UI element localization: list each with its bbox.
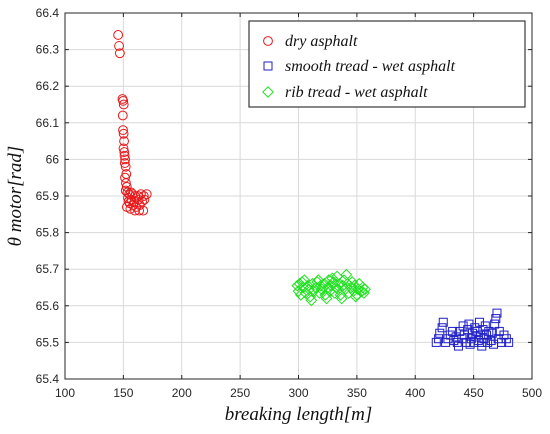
x-tick-label: 250 <box>230 386 250 400</box>
data-point <box>301 279 314 292</box>
data-point <box>504 337 514 347</box>
data-point <box>297 281 310 294</box>
data-points <box>113 30 514 351</box>
series-dry-asphalt <box>113 30 152 216</box>
x-tick-label: 150 <box>113 386 133 400</box>
data-point <box>321 281 334 294</box>
data-point <box>294 288 307 301</box>
y-tick-label: 65.4 <box>36 372 60 386</box>
data-point <box>488 339 498 349</box>
tick-labels: 100 150 200 250 300 350 400 450 500 65.4 65.5 65.6 6… <box>36 6 543 400</box>
y-tick-label: 65.7 <box>36 262 60 276</box>
legend-marker-circle <box>263 36 273 46</box>
legend-box <box>248 20 526 108</box>
data-point <box>120 154 131 165</box>
data-point <box>119 147 130 157</box>
data-point <box>320 292 333 305</box>
data-point <box>114 48 125 59</box>
y-axis-title: θ motor[rad] <box>5 146 26 247</box>
data-point <box>465 339 475 349</box>
data-point <box>120 172 130 183</box>
data-point <box>119 158 130 168</box>
x-tick-label: 300 <box>288 386 308 400</box>
y-tick-label: 65.6 <box>36 299 60 313</box>
x-tick-label: 500 <box>522 386 542 400</box>
legend-marker-square <box>263 61 273 71</box>
series-smooth-tread-wet-asphalt <box>431 308 514 351</box>
data-point <box>119 136 129 147</box>
data-point <box>335 292 348 305</box>
data-point <box>138 205 149 216</box>
y-tick-label: 66.3 <box>36 43 60 57</box>
data-point <box>310 281 322 294</box>
data-point <box>435 328 445 338</box>
legend-entry-rib-tread-wet-asphalt: rib tread - wet asphalt <box>285 84 428 101</box>
y-tick-label: 66.1 <box>36 116 60 130</box>
y-tick-label: 66 <box>46 152 60 166</box>
legend-entry-smooth-tread-wet-asphalt: smooth tread - wet asphalt <box>285 58 456 75</box>
data-point <box>134 205 145 216</box>
x-tick-label: 200 <box>172 386 192 400</box>
data-point <box>349 290 362 303</box>
data-point <box>313 287 326 299</box>
data-point <box>141 189 152 200</box>
data-point <box>113 30 124 40</box>
data-point <box>333 277 346 290</box>
legend-marker-diamond <box>262 86 274 98</box>
data-point <box>327 276 340 288</box>
data-point <box>123 196 134 207</box>
y-tick-label: 65.8 <box>36 226 60 240</box>
data-point <box>121 178 131 189</box>
x-tick-label: 350 <box>347 386 367 400</box>
data-point <box>438 317 448 327</box>
y-tick-label: 65.9 <box>36 189 60 203</box>
legend: dry asphalt smooth tread - wet asphalt r… <box>248 20 526 108</box>
data-point <box>130 205 140 216</box>
data-point <box>491 314 501 324</box>
data-point <box>319 288 332 301</box>
data-point <box>326 272 339 285</box>
data-point <box>453 341 463 351</box>
legend-entry-dry-asphalt: dry asphalt <box>285 33 358 50</box>
data-point <box>487 328 497 338</box>
data-point <box>437 323 447 333</box>
data-point <box>118 143 129 154</box>
data-point <box>114 41 124 51</box>
data-point <box>336 279 349 292</box>
data-point <box>118 95 129 106</box>
data-point <box>118 128 129 139</box>
data-point <box>296 276 308 288</box>
data-point <box>357 287 370 299</box>
data-point <box>120 161 131 172</box>
data-point <box>490 319 500 329</box>
data-point <box>477 341 487 351</box>
x-tick-label: 400 <box>405 386 425 400</box>
data-point <box>305 294 318 307</box>
axes <box>64 12 533 380</box>
data-point <box>119 150 130 161</box>
data-point <box>328 287 341 299</box>
data-point <box>492 308 502 318</box>
data-point <box>359 283 371 296</box>
data-point <box>135 189 146 200</box>
y-tick-label: 65.5 <box>36 335 60 349</box>
y-tick-label: 66.2 <box>36 79 60 93</box>
data-point <box>117 110 128 121</box>
data-point <box>118 125 128 136</box>
data-point <box>118 99 129 110</box>
x-tick-label: 100 <box>55 386 75 400</box>
data-point <box>138 191 149 201</box>
y-tick-label: 66.4 <box>36 6 60 20</box>
data-point <box>304 290 317 303</box>
data-point <box>345 281 357 294</box>
x-axis-title: breaking length[m] <box>225 404 373 425</box>
data-point <box>292 285 305 298</box>
series-rib-tread-wet-asphalt <box>291 268 371 307</box>
data-point <box>139 194 150 205</box>
x-tick-label: 450 <box>464 386 484 400</box>
data-point <box>312 274 325 287</box>
